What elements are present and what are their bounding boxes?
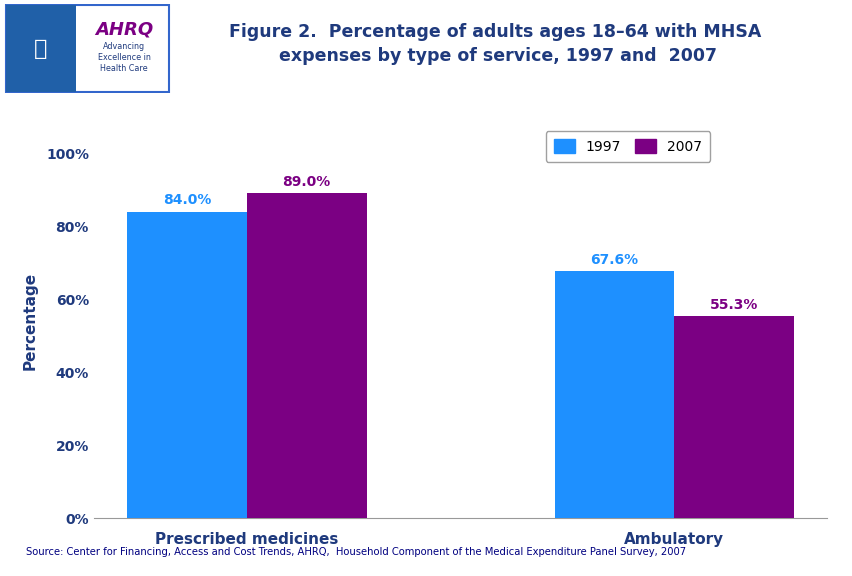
Text: 67.6%: 67.6% — [590, 253, 638, 267]
Bar — [674, 316, 793, 518]
Bar — [246, 194, 366, 518]
Text: AHRQ: AHRQ — [95, 20, 153, 38]
Legend: 1997, 2007: 1997, 2007 — [545, 131, 710, 162]
Bar — [554, 271, 674, 518]
Bar — [6, 5, 76, 92]
Y-axis label: Percentage: Percentage — [23, 272, 37, 370]
Text: Advancing
Excellence in
Health Care: Advancing Excellence in Health Care — [97, 42, 150, 73]
Text: 84.0%: 84.0% — [163, 193, 211, 207]
Text: Source: Center for Financing, Access and Cost Trends, AHRQ,  Household Component: Source: Center for Financing, Access and… — [26, 547, 685, 557]
Text: 55.3%: 55.3% — [709, 298, 757, 312]
Bar — [127, 211, 246, 518]
Text: 🦅: 🦅 — [34, 39, 48, 59]
Text: 89.0%: 89.0% — [282, 175, 331, 189]
Text: Figure 2.  Percentage of adults ages 18–64 with MHSA
 expenses by type of servic: Figure 2. Percentage of adults ages 18–6… — [228, 23, 760, 65]
